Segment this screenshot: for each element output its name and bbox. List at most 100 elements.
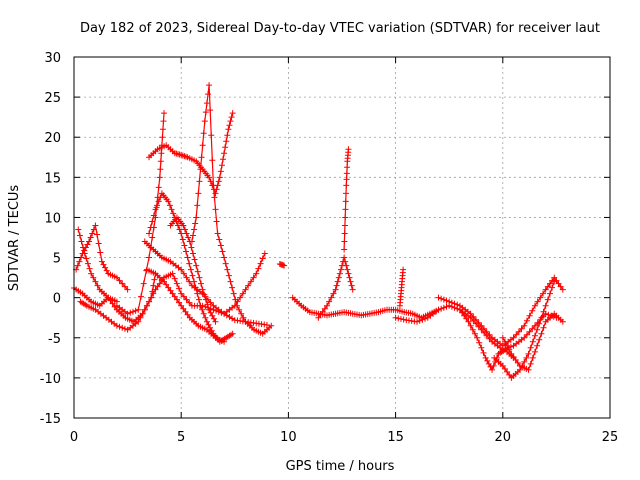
data-point: [221, 338, 228, 345]
data-point: [199, 306, 206, 313]
data-point: [537, 294, 544, 301]
data-point: [221, 150, 228, 157]
data-point: [459, 309, 466, 316]
data-point: [501, 338, 508, 345]
data-point: [400, 316, 407, 323]
data-point: [555, 280, 562, 287]
data-point: [207, 324, 214, 331]
data-point: [74, 262, 81, 269]
data-point: [207, 309, 214, 316]
y-tick-label: -10: [40, 372, 61, 387]
data-point: [527, 344, 534, 351]
data-point: [186, 299, 193, 306]
data-point: [193, 262, 200, 269]
data-point: [259, 255, 266, 262]
axis-ticks: 0 5 10 15 20 25 -15 -10 -5 0 5 10 15 20 25 30: [40, 51, 619, 445]
data-point: [261, 250, 268, 257]
series-track-7: [146, 190, 236, 345]
data-point: [189, 232, 196, 239]
data-point: [446, 298, 453, 305]
data-point: [237, 294, 244, 301]
x-tick-label: 0: [70, 430, 78, 445]
data-point: [173, 280, 180, 287]
plot-frame: [73, 56, 611, 419]
data-point: [198, 154, 205, 161]
series-track-19: [456, 306, 517, 373]
data-point: [443, 297, 450, 304]
data-point: [194, 202, 201, 209]
data-point: [465, 318, 472, 325]
data-point: [536, 320, 543, 327]
data-point: [186, 238, 193, 245]
data-point: [210, 315, 217, 322]
data-point: [196, 178, 203, 185]
data-point: [116, 323, 123, 330]
data-point: [545, 311, 552, 318]
data-point: [345, 146, 352, 153]
data-point: [196, 274, 203, 281]
data-point: [148, 294, 155, 301]
data-point: [150, 282, 157, 289]
data-point: [471, 330, 478, 337]
series-track-18: [435, 274, 566, 349]
data-point: [97, 249, 104, 256]
data-point: [168, 206, 175, 213]
series-track-5: [113, 110, 168, 317]
data-point: [157, 158, 164, 165]
data-point: [233, 302, 240, 309]
data-point: [416, 317, 423, 324]
data-point: [201, 291, 208, 298]
data-point: [149, 218, 156, 225]
data-point: [435, 294, 442, 301]
data-point: [268, 322, 275, 329]
data-point: [518, 325, 525, 332]
data-series: [71, 82, 566, 381]
data-point: [512, 356, 519, 363]
data-point: [236, 306, 243, 313]
data-point: [224, 266, 231, 273]
data-point: [341, 254, 348, 261]
data-point: [174, 222, 181, 229]
data-point: [521, 358, 528, 365]
data-point: [152, 286, 159, 293]
data-point: [87, 234, 94, 241]
data-point: [176, 285, 183, 292]
data-point: [225, 126, 232, 133]
data-point: [200, 130, 207, 137]
data-point: [438, 305, 445, 312]
data-point: [78, 238, 85, 245]
data-point: [448, 299, 455, 306]
data-point: [171, 293, 178, 300]
series-track-9: [188, 82, 275, 337]
data-point: [229, 330, 236, 337]
data-point: [534, 298, 541, 305]
data-point: [206, 306, 213, 313]
data-point: [523, 317, 530, 324]
data-point: [330, 290, 337, 297]
data-point: [333, 282, 340, 289]
data-point: [178, 230, 185, 237]
series-track-12: [276, 260, 288, 269]
data-point: [217, 242, 224, 249]
data-point: [400, 266, 407, 273]
data-point: [154, 202, 161, 209]
data-point: [499, 362, 506, 369]
data-point: [186, 260, 193, 267]
data-point: [506, 346, 513, 353]
data-point: [98, 258, 105, 265]
data-point: [346, 274, 353, 281]
data-point: [95, 240, 102, 247]
x-tick-label: 25: [602, 430, 619, 445]
data-point: [146, 298, 153, 305]
data-point: [161, 278, 168, 285]
data-point: [239, 290, 246, 297]
data-point: [461, 312, 468, 319]
data-point: [392, 314, 399, 321]
y-tick-label: 15: [44, 171, 61, 186]
data-point: [478, 322, 485, 329]
data-point: [221, 254, 228, 261]
data-point: [116, 277, 123, 284]
x-tick-label: 15: [387, 430, 404, 445]
series-track-14: [315, 254, 356, 321]
data-point: [485, 360, 492, 367]
